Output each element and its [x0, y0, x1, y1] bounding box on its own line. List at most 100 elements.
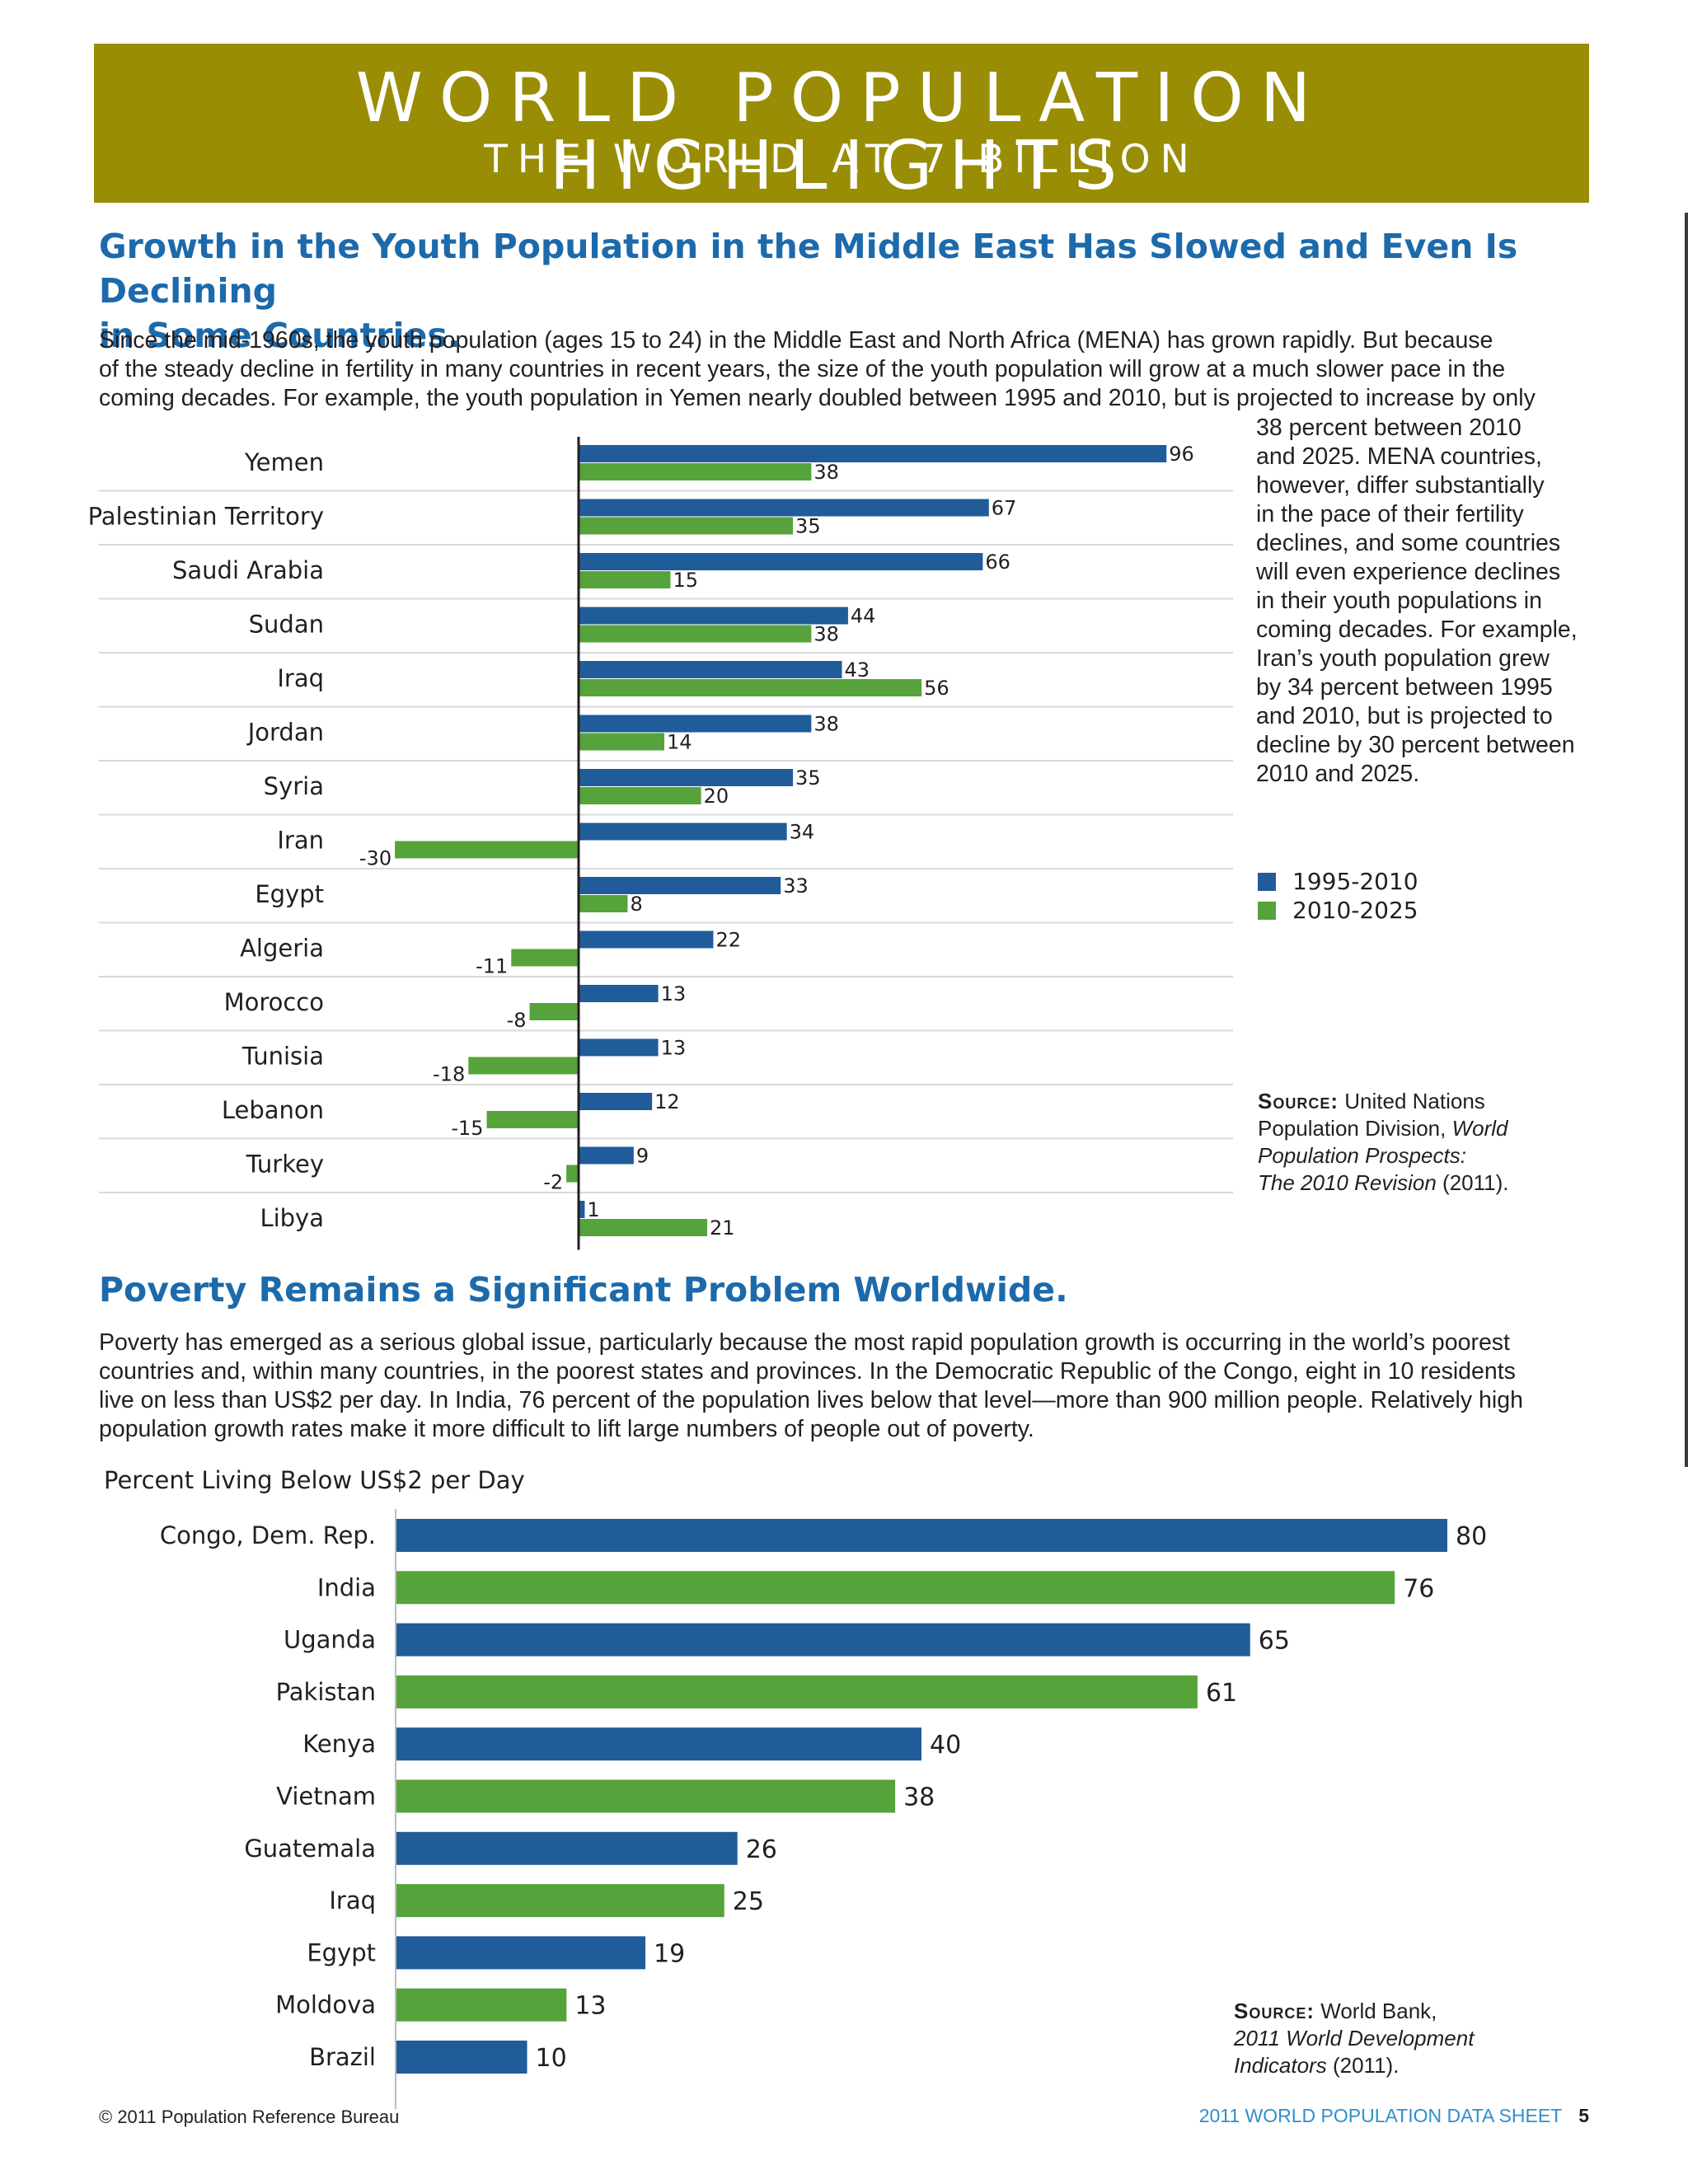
source-title: Indicators	[1234, 2053, 1327, 2078]
data-label: 40	[930, 1731, 961, 1760]
legend-label: 2010-2025	[1292, 897, 1418, 924]
legend-swatch-green	[1258, 901, 1276, 920]
chart2-source: Source: World Bank, 2011 World Developme…	[1234, 1998, 1474, 2079]
scrollbar[interactable]	[1685, 213, 1688, 1467]
bar-2010-2025	[579, 787, 701, 804]
bar-2010-2025	[566, 1165, 579, 1183]
bar-2010-2025	[529, 1003, 579, 1020]
sidebar-line: however, differ substantially	[1256, 472, 1545, 499]
sidebar-line: 2010 and 2025.	[1256, 761, 1420, 787]
bar	[396, 1988, 567, 2022]
bar-1995-2010	[579, 499, 989, 517]
data-label: -30	[359, 847, 392, 870]
section1-heading-line2: in Some Countries.	[99, 316, 461, 355]
data-label: 56	[924, 677, 950, 700]
sidebar-line: and 2025. MENA countries,	[1256, 443, 1542, 470]
data-label: 13	[574, 1992, 606, 2021]
bar	[396, 1623, 1250, 1657]
category-label: Turkey	[246, 1151, 324, 1179]
data-label: -8	[507, 1009, 527, 1032]
sidebar-line: and 2010, but is projected to	[1256, 703, 1553, 729]
paragraph-line: population growth rates make it more dif…	[99, 1416, 1034, 1442]
banner-subtitle: THE WORLD AT 7 BILLION	[484, 137, 1199, 182]
data-label: 14	[667, 731, 692, 754]
bar-2010-2025	[395, 841, 579, 859]
category-label: Brazil	[309, 2043, 376, 2071]
data-label: 1	[587, 1198, 599, 1221]
category-label: Congo, Dem. Rep.	[160, 1521, 376, 1549]
category-label: Palestinian Territory	[88, 503, 324, 531]
data-label: 20	[704, 785, 729, 808]
data-label: -15	[451, 1117, 483, 1140]
bar-1995-2010	[579, 661, 842, 678]
data-label: 96	[1169, 443, 1194, 466]
bar-1995-2010	[579, 930, 714, 949]
source-year: (2011).	[1332, 2053, 1400, 2078]
data-label: 61	[1206, 1679, 1237, 1708]
section2-paragraph: Poverty has emerged as a serious global …	[99, 1329, 1523, 1444]
bar-1995-2010	[579, 823, 787, 841]
bar-1995-2010	[579, 445, 1167, 462]
category-label: Syria	[264, 772, 324, 800]
data-label: 34	[790, 821, 815, 844]
data-label: 44	[851, 605, 876, 628]
page-number: 5	[1578, 2105, 1589, 2126]
bar-2010-2025	[579, 625, 812, 643]
category-label: Guatemala	[244, 1835, 376, 1863]
category-label: Pakistan	[276, 1678, 376, 1706]
paragraph-line: live on less than US$2 per day. In India…	[99, 1387, 1523, 1413]
bar	[396, 1675, 1198, 1708]
bar-1995-2010	[579, 877, 781, 894]
data-label: 67	[992, 497, 1017, 520]
chart2-title: Percent Living Below US$2 per Day	[104, 1466, 525, 1494]
bar-1995-2010	[579, 553, 983, 570]
source-text: United Nations	[1344, 1089, 1485, 1113]
category-label: Egypt	[307, 1938, 376, 1966]
bar-2010-2025	[579, 895, 628, 912]
bar	[396, 1936, 646, 1970]
sidebar-line: in the pace of their fertility	[1256, 501, 1524, 527]
section1-sidebar-text: 38 percent between 2010 and 2025. MENA c…	[1256, 414, 1602, 789]
bar-1995-2010	[579, 1093, 653, 1110]
data-label: 38	[814, 461, 839, 484]
bar	[396, 1779, 896, 1813]
source-label: Source:	[1234, 1999, 1315, 2023]
bar-2010-2025	[468, 1057, 579, 1075]
category-label: Iran	[277, 827, 324, 855]
bar-1995-2010	[579, 1201, 585, 1218]
source-title: World	[1451, 1116, 1508, 1141]
data-label: 33	[783, 874, 809, 898]
bar-1995-2010	[579, 1038, 659, 1057]
category-label: Lebanon	[222, 1096, 324, 1124]
bar-2010-2025	[579, 463, 812, 480]
data-label: 9	[636, 1145, 649, 1168]
bar-1995-2010	[579, 1146, 634, 1165]
category-label: Libya	[260, 1204, 324, 1232]
data-label: 80	[1456, 1522, 1487, 1551]
paragraph-line: Since the mid-1960s, the youth populatio…	[99, 327, 1493, 354]
data-label: 38	[903, 1783, 935, 1812]
data-label: 13	[661, 982, 687, 1005]
category-label: Morocco	[224, 988, 324, 1016]
bar	[396, 1519, 1447, 1552]
bar-1995-2010	[579, 715, 812, 733]
data-label: 10	[536, 2044, 567, 2073]
data-label: 21	[710, 1216, 735, 1240]
data-label: 35	[795, 766, 821, 790]
category-label: Sudan	[249, 611, 324, 639]
paragraph-line: of the steady decline in fertility in ma…	[99, 356, 1506, 382]
bar	[396, 2041, 528, 2074]
category-label: Iraq	[329, 1886, 376, 1915]
data-label: 38	[814, 713, 839, 736]
bar-2010-2025	[579, 571, 671, 588]
sidebar-line: 38 percent between 2010	[1256, 415, 1522, 441]
source-year: (2011).	[1442, 1170, 1509, 1195]
sidebar-line: will even experience declines	[1256, 559, 1561, 585]
footer-copyright: © 2011 Population Reference Bureau	[99, 2107, 400, 2127]
data-label: 43	[844, 658, 870, 682]
sidebar-line: decline by 30 percent between	[1256, 732, 1575, 758]
sidebar-line: in their youth populations in	[1256, 588, 1542, 614]
category-label: Algeria	[240, 935, 324, 963]
